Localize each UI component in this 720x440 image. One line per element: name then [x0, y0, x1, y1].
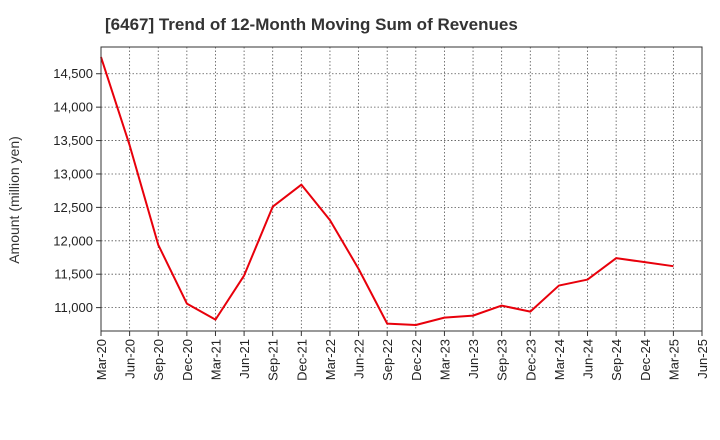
grid-lines	[101, 47, 702, 331]
x-tick-label: Mar-25	[666, 339, 681, 380]
x-tick-label: Jun-21	[237, 339, 252, 379]
x-tick-label: Dec-21	[294, 339, 309, 381]
x-tick-label: Sep-24	[609, 339, 624, 381]
x-tick-label: Sep-22	[380, 339, 395, 381]
x-tick-label: Dec-22	[409, 339, 424, 381]
y-tick-label: 11,000	[54, 300, 93, 315]
x-tick-label: Dec-20	[180, 339, 195, 381]
x-tick-label: Dec-24	[638, 339, 653, 381]
x-tick-label: Sep-20	[151, 339, 166, 381]
chart-title: [6467] Trend of 12-Month Moving Sum of R…	[105, 15, 518, 34]
y-tick-label: 13,000	[53, 166, 93, 181]
plot-area	[100, 46, 703, 332]
series-line	[100, 56, 674, 326]
x-tick-label: Sep-23	[495, 339, 510, 381]
y-tick-label: 12,000	[53, 233, 93, 248]
x-tick-label: Mar-21	[208, 339, 223, 380]
x-tick-label: Jun-25	[695, 339, 710, 379]
x-tick-label: Mar-20	[94, 339, 109, 380]
series-group	[100, 56, 674, 326]
x-tick-label: Mar-22	[323, 339, 338, 380]
y-tick-label: 11,500	[54, 267, 93, 282]
x-tick-label: Jun-23	[466, 339, 481, 379]
x-tick-label: Dec-23	[523, 339, 538, 381]
y-tick-label: 14,000	[53, 100, 93, 115]
y-axis-ticks: 11,000 11,500 12,000 12,500 13,000 13,500 14,0…	[53, 66, 101, 315]
x-tick-label: Jun-24	[581, 339, 596, 379]
x-tick-label: Mar-24	[552, 339, 567, 380]
y-tick-label: 13,500	[53, 133, 93, 148]
y-tick-label: 14,500	[53, 66, 93, 81]
x-tick-label: Sep-21	[266, 339, 281, 381]
x-axis-ticks: Mar-20 Jun-20 Sep-20 Dec-20 Mar-21 Jun-21 Sep-…	[94, 331, 710, 381]
x-tick-label: Jun-22	[352, 339, 367, 379]
x-tick-label: Mar-23	[437, 339, 452, 380]
x-tick-label: Jun-20	[123, 339, 138, 379]
y-tick-label: 12,500	[53, 200, 93, 215]
